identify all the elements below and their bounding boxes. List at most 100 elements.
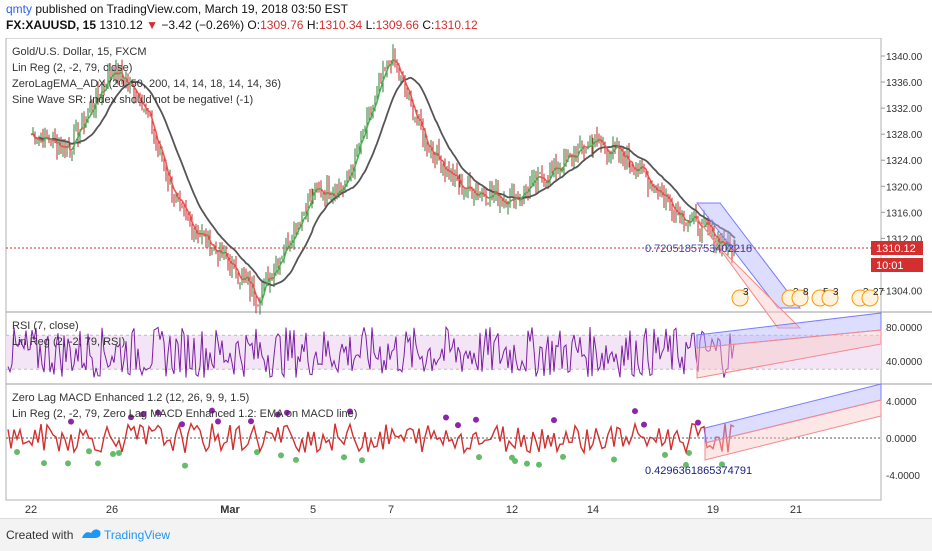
linreg-segment [272,278,274,279]
time-label: 12 [506,504,518,516]
legend-linreg[interactable]: Lin Reg (2, -2, 79, close) [12,62,132,74]
linreg-segment [666,195,668,196]
macd-signal-dot [41,460,47,466]
linreg-segment [327,193,329,194]
close-value: 1310.12 [434,18,477,32]
linreg-segment [629,159,630,161]
linreg-segment [395,61,397,62]
macd-signal-dot [662,452,668,458]
tradingview-link[interactable]: TradingView [104,528,170,542]
last-price-tag-text: 1310.12 [876,243,916,255]
legend-macd[interactable]: Zero Lag MACD Enhanced 1.2 (12, 26, 9, 9… [12,392,249,404]
linreg-segment [478,194,480,195]
legend-sinewave[interactable]: Sine Wave SR: Index should not be negati… [12,94,253,106]
time-label: 21 [790,504,802,516]
high-value: 1310.34 [319,18,362,32]
author-link[interactable]: qmty [6,2,32,16]
linreg-segment [174,189,176,192]
price-tick-label: 1340.00 [886,52,923,63]
event-badge-label: 27 [873,287,885,298]
linreg-segment [588,146,590,147]
price-tick-label: 1304.00 [886,286,923,297]
time-label: 14 [587,504,599,516]
linreg-segment [654,187,656,188]
linreg-segment [619,147,621,148]
linreg-segment [389,65,391,66]
macd-signal-dot [695,420,701,426]
linreg-segment [90,112,92,116]
linreg-segment [592,144,593,146]
linreg-segment [617,147,619,148]
macd-signal-dot [443,415,449,421]
open-label: O: [247,18,260,32]
macd-regression-annotation: 0.4296361865374791 [645,465,752,477]
open-value: 1309.76 [260,18,303,32]
countdown-tag-text: 10:01 [876,260,904,272]
linreg-segment [39,139,41,140]
legend-symbol[interactable]: Gold/U.S. Dollar, 15, FXCM [12,46,147,58]
time-label: Mar [220,504,240,516]
linreg-segment [429,146,431,147]
macd-signal-dot [611,457,617,463]
symbol-label: FX:XAUUSD, 15 [6,18,96,32]
macd-signal-dot [359,457,365,463]
linreg-segment [504,201,506,202]
macd-signal-dot [476,454,482,460]
macd-signal-dot [641,422,647,428]
legend-rsi[interactable]: RSI (7, close) [12,320,79,332]
macd-signal-dot [455,422,461,428]
event-badge-label: 3 [743,287,749,298]
linreg-segment [329,193,331,194]
time-label: 26 [106,504,118,516]
legend-macd-linreg[interactable]: Lin Reg (2, -2, 79, Zero Lag MACD Enhanc… [12,408,357,420]
created-with-text: Created with [6,528,73,542]
linreg-segment [148,111,150,112]
linreg-segment [642,167,644,168]
macd-tick-label: 0.0000 [886,434,917,445]
price-tick-label: 1324.00 [886,156,923,167]
linreg-segment [482,193,484,194]
price-regression-annotation: 0.7205185753402218 [645,243,752,255]
close-label: C: [422,18,434,32]
price-tick-label: 1332.00 [886,104,923,115]
price-tick-label: 1336.00 [886,78,923,89]
macd-signal-dot [341,454,347,460]
linreg-segment [526,192,528,193]
header-bar: qmty published on TradingView.com, March… [0,0,932,38]
macd-signal-dot [182,463,188,469]
linreg-segment [441,160,443,161]
linreg-segment [498,195,500,196]
linreg-segment [69,146,70,149]
macd-signal-dot [14,449,20,455]
macd-signal-dot [110,451,116,457]
linreg-segment [716,236,718,237]
linreg-segment [37,138,39,139]
event-badge-label: 8 [803,287,809,298]
linreg-segment [80,128,82,132]
macd-signal-dot [632,408,638,414]
published-text: published on TradingView.com, March 19, … [35,2,348,16]
last-price: 1310.12 [99,18,142,32]
legend-rsi-linreg[interactable]: Lin Reg (2, -2, 79, RSI) [12,336,125,348]
high-label: H: [307,18,319,32]
event-badge-label: 3 [833,287,839,298]
macd-tick-label: 4.0000 [886,397,917,408]
macd-line [8,424,734,453]
price-tick-label: 1320.00 [886,182,923,193]
quote-line: FX:XAUUSD, 15 1310.12 ▼ −3.42 (−0.26%) O… [6,18,478,32]
down-arrow-icon: ▼ [146,18,158,32]
macd-signal-dot [65,460,71,466]
linreg-segment [47,138,49,139]
tradingview-logo-icon[interactable] [80,525,102,543]
publish-line: qmty published on TradingView.com, March… [6,2,348,16]
legend-zerolag[interactable]: ZeroLagEMA_ADX (20, 50, 200, 14, 14, 18,… [12,78,281,90]
price-tick-label: 1316.00 [886,208,923,219]
macd-signal-dot [551,417,557,423]
chart-area[interactable]: 1340.00 1336.00 1332.00 1328.00 1324.00 1320.… [0,38,932,518]
linreg-segment [232,264,234,265]
macd-signal-dot [293,457,299,463]
linreg-segment [464,188,466,189]
linreg-segment [453,174,455,175]
price-tick-label: 1328.00 [886,130,923,141]
